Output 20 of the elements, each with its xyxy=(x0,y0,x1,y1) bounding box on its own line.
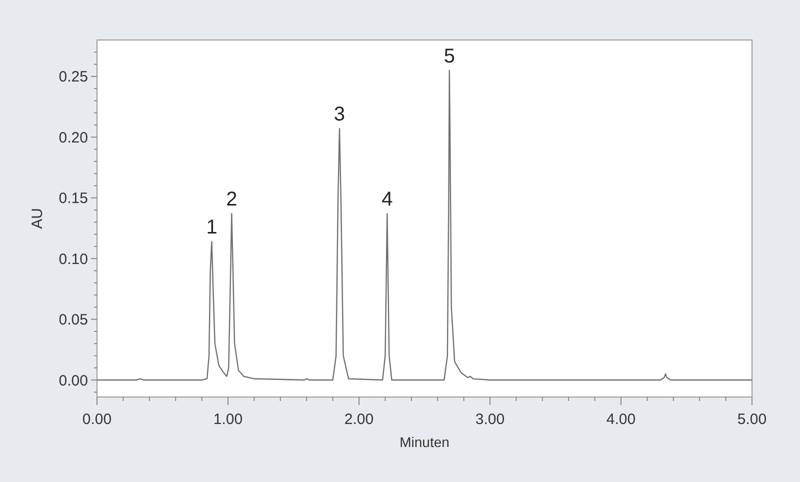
annotation: 4 xyxy=(382,188,393,211)
annotation: 1 xyxy=(206,216,218,239)
x-axis-title: Minuten xyxy=(400,434,450,450)
y-tick-label: 0.00 xyxy=(58,372,88,390)
annotation: 3 xyxy=(334,104,346,126)
line-series xyxy=(96,70,753,381)
y-tick-label: 0.05 xyxy=(58,312,88,329)
x-tick-label: 4.00 xyxy=(606,411,636,428)
x-tick-label: 3.00 xyxy=(475,411,505,428)
y-tick-label: 0.20 xyxy=(58,129,88,146)
x-tick-label: 1.00 xyxy=(213,411,243,428)
x-tick-label: 5.00 xyxy=(737,411,767,428)
y-axis-title: AU xyxy=(29,208,46,229)
y-tick-label: 0.10 xyxy=(58,250,88,268)
x-tick-label: 0.00 xyxy=(82,411,112,428)
x-tick-label: 2.00 xyxy=(344,411,374,428)
annotation: 2 xyxy=(226,188,238,211)
y-tick-label: 0.25 xyxy=(58,68,88,86)
annotation: 5 xyxy=(444,45,455,68)
y-tick-label: 0.15 xyxy=(58,190,88,208)
